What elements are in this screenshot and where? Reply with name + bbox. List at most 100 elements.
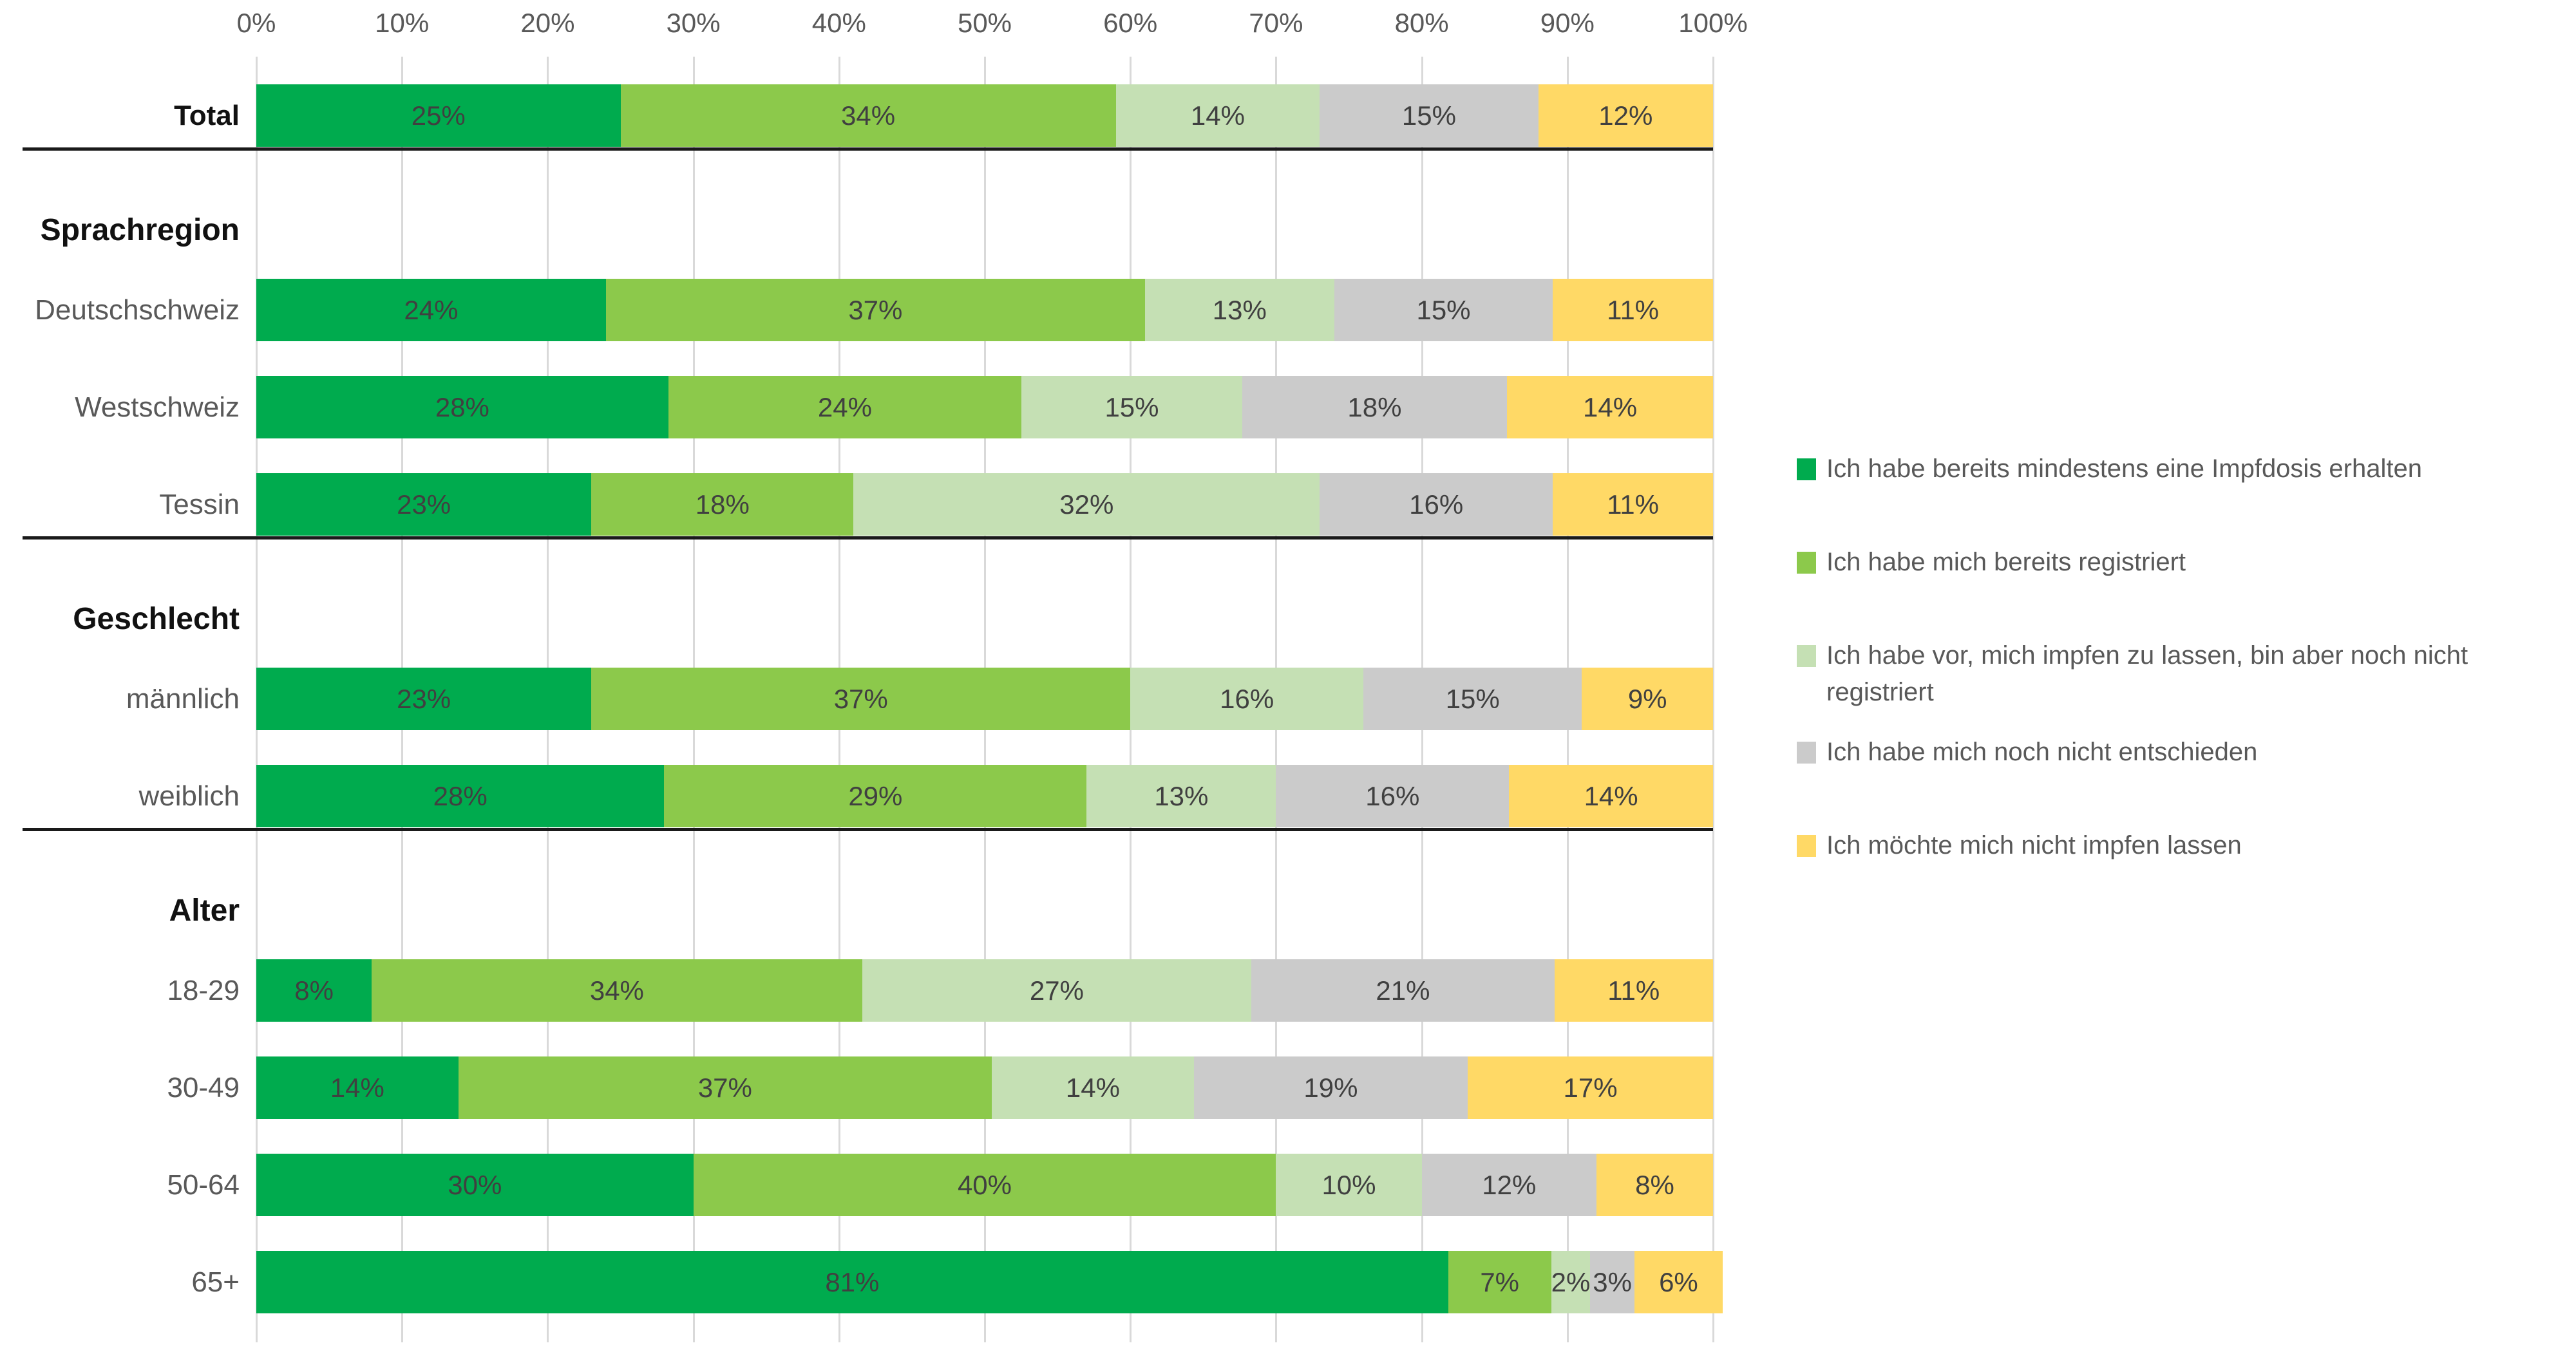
bar-segment-label: 13% <box>1154 780 1209 811</box>
row-label: 30-49 <box>167 1071 240 1103</box>
bar-segment: 6% <box>1634 1251 1723 1313</box>
row-label: Tessin <box>159 488 240 520</box>
bar-segment: 14% <box>992 1056 1194 1119</box>
x-axis-tick-label: 50% <box>957 8 1012 38</box>
bar-segment: 28% <box>256 765 665 827</box>
bar-segment-label: 40% <box>957 1169 1012 1200</box>
bar-segment: 37% <box>458 1056 992 1119</box>
bar-segment: 10% <box>1276 1154 1422 1216</box>
bar-segment-label: 16% <box>1409 489 1464 520</box>
bar-segment: 11% <box>1554 959 1713 1022</box>
bar-segment: 15% <box>1363 668 1582 730</box>
bar-segment: 15% <box>1334 279 1553 341</box>
bar-segment-label: 25% <box>411 100 466 131</box>
stacked-bar: 28% 24% 15% 18% 14% <box>256 376 1713 438</box>
bar-segment-label: 23% <box>397 683 451 714</box>
bar-segment-label: 21% <box>1376 975 1430 1006</box>
bar-segment: 34% <box>620 84 1116 147</box>
bar-segment-label: 37% <box>697 1072 752 1103</box>
bar-segment-label: 18% <box>695 489 750 520</box>
stacked-bar: 24% 37% 13% 15% 11% <box>256 279 1713 341</box>
bar-segment: 13% <box>1086 765 1276 827</box>
x-axis-tick-label: 60% <box>1103 8 1158 38</box>
row-label: 65+ <box>191 1266 240 1298</box>
legend-swatch <box>1797 742 1816 764</box>
x-axis-tick-label: 100% <box>1678 8 1748 38</box>
x-axis-tick-label: 30% <box>666 8 721 38</box>
bar-segment-label: 28% <box>435 391 489 422</box>
row-label: Deutschschweiz <box>35 294 240 326</box>
bar-segment: 18% <box>1242 376 1508 438</box>
bar-segment-label: 15% <box>1401 100 1456 131</box>
bar-segment-label: 14% <box>1583 391 1638 422</box>
bar-segment: 12% <box>1421 1154 1597 1216</box>
bar-segment-label: 8% <box>1635 1169 1674 1200</box>
bar-segment-label: 23% <box>397 489 451 520</box>
stacked-bar: 28% 29% 13% 16% 14% <box>256 765 1713 827</box>
bar-segment-label: 8% <box>294 975 334 1006</box>
bar-segment: 19% <box>1193 1056 1468 1119</box>
bar-segment: 15% <box>1021 376 1242 438</box>
separator-line <box>23 536 1713 540</box>
bar-segment-label: 27% <box>1029 975 1084 1006</box>
legend-swatch <box>1797 645 1816 667</box>
legend-swatch <box>1797 552 1816 574</box>
bar-segment-label: 24% <box>817 391 872 422</box>
bar-segment: 8% <box>1596 1154 1713 1216</box>
legend-swatch <box>1797 458 1816 480</box>
bar-segment-label: 15% <box>1416 294 1471 325</box>
section-header-geschlecht: Geschlecht <box>73 602 240 636</box>
bar-segment-label: 30% <box>448 1169 502 1200</box>
bar-segment: 24% <box>668 376 1022 438</box>
bar-segment: 3% <box>1590 1251 1634 1313</box>
bar-segment-label: 3% <box>1593 1266 1632 1297</box>
x-axis-tick-label: 70% <box>1249 8 1303 38</box>
bar-segment-label: 14% <box>1065 1072 1120 1103</box>
legend-label: Ich habe mich bereits registriert <box>1826 548 2186 576</box>
bar-segment: 37% <box>605 279 1145 341</box>
bar-segment: 14% <box>256 1056 459 1119</box>
bar-segment-label: 11% <box>1607 489 1660 520</box>
bar-segment: 13% <box>1144 279 1334 341</box>
bar-segment-label: 6% <box>1659 1266 1698 1297</box>
legend-label: Ich habe vor, mich impfen zu lassen, bin… <box>1826 641 2468 706</box>
bar-segment-label: 24% <box>404 294 459 325</box>
gridline <box>1712 57 1714 1342</box>
bar-segment-label: 15% <box>1104 391 1159 422</box>
bar-segment: 11% <box>1553 473 1713 536</box>
bar-segment-label: 17% <box>1563 1072 1618 1103</box>
stacked-bar: 14% 37% 14% 19% 17% <box>256 1056 1713 1119</box>
bar-segment: 23% <box>256 473 592 536</box>
bar-segment-label: 13% <box>1212 294 1267 325</box>
x-axis-tick-label: 20% <box>520 8 575 38</box>
bar-segment: 27% <box>862 959 1252 1022</box>
bar-segment-label: 34% <box>589 975 644 1006</box>
bar-segment-label: 7% <box>1480 1266 1520 1297</box>
bar-segment: 28% <box>256 376 668 438</box>
bar-segment: 14% <box>1509 765 1713 827</box>
row-label: Westschweiz <box>75 391 240 423</box>
bar-segment-label: 9% <box>1627 683 1667 714</box>
bar-segment-label: 34% <box>841 100 896 131</box>
bar-segment-label: 16% <box>1365 780 1420 811</box>
stacked-bar: 8% 34% 27% 21% 11% <box>256 959 1713 1022</box>
bar-segment-label: 29% <box>848 780 903 811</box>
row-label: weiblich <box>138 780 240 812</box>
bar-segment: 24% <box>256 279 606 341</box>
bar-segment: 18% <box>591 473 854 536</box>
bar-segment-label: 28% <box>433 780 488 811</box>
x-axis-tick-label: 40% <box>811 8 866 38</box>
row-label: Total <box>174 99 240 131</box>
bar-segment-label: 10% <box>1321 1169 1376 1200</box>
legend-swatch <box>1797 835 1816 857</box>
bar-segment: 15% <box>1320 84 1539 147</box>
stacked-bar: 23% 18% 32% 16% 11% <box>256 473 1713 536</box>
bar-segment: 23% <box>256 668 592 730</box>
bar-segment: 11% <box>1553 279 1713 341</box>
bar-segment: 30% <box>256 1154 694 1216</box>
bar-segment: 81% <box>256 1251 1448 1313</box>
x-axis-tick-label: 80% <box>1394 8 1449 38</box>
bar-segment: 34% <box>372 959 862 1022</box>
bar-segment-label: 32% <box>1059 489 1114 520</box>
